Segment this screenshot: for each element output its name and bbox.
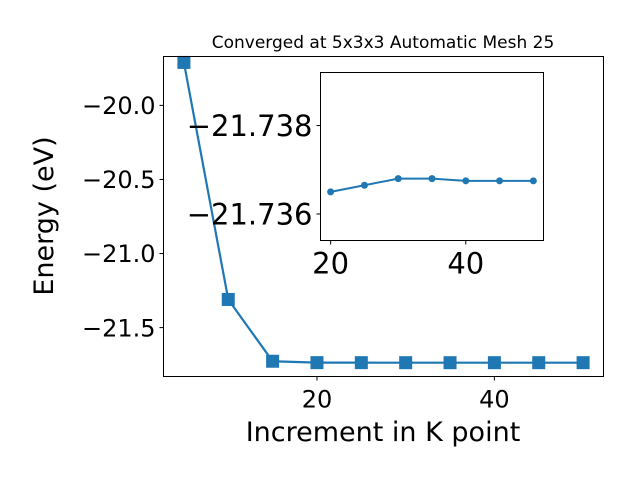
inset-plot: 20 40 −21.738 −21.736: [187, 72, 544, 281]
chart-title: Converged at 5x3x3 Automatic Mesh 25: [212, 33, 555, 53]
main-data-point: [177, 55, 191, 69]
x-axis-label: Increment in K point: [246, 417, 521, 448]
inset-data-point: [360, 181, 368, 189]
main-x-tick-label: 20: [302, 386, 333, 414]
inset-data-point: [462, 177, 470, 185]
main-y-tick-label: −20.5: [82, 166, 156, 194]
inset-ticks: 20 40 −21.738 −21.736: [187, 109, 485, 281]
inset-series: [327, 175, 537, 196]
inset-x-tick-label: 20: [312, 247, 349, 281]
inset-x-tick-label: 40: [447, 247, 484, 281]
main-axes-frame: [163, 56, 604, 377]
inset-data-point: [496, 177, 504, 185]
inset-axes-frame: [320, 72, 544, 241]
main-data-point: [354, 356, 368, 370]
main-series: [177, 55, 590, 370]
inset-y-tick-label: −21.736: [187, 197, 313, 231]
main-y-tick-label: −21.5: [82, 314, 156, 342]
main-data-point: [576, 356, 590, 370]
main-data-point: [443, 356, 457, 370]
main-ticks: 20 40 −20.0 −20.5 −21.0 −21.5: [82, 92, 510, 413]
main-data-point: [310, 356, 324, 370]
main-y-tick-label: −21.0: [82, 240, 156, 268]
main-x-tick-label: 40: [479, 386, 510, 414]
inset-background: [320, 72, 544, 241]
main-data-point: [221, 292, 235, 306]
main-y-tick-label: −20.0: [82, 92, 156, 120]
y-axis-label: Energy (eV): [29, 136, 60, 295]
inset-data-point: [428, 175, 436, 183]
main-data-point: [399, 356, 413, 370]
main-plot: Converged at 5x3x3 Automatic Mesh 25 20 4…: [29, 33, 604, 448]
inset-data-point: [529, 177, 537, 185]
inset-y-tick-label: −21.738: [187, 109, 313, 143]
main-series-line: [182, 62, 584, 364]
inset-data-point: [327, 188, 335, 196]
main-data-point: [266, 354, 280, 368]
inset-data-point: [394, 175, 402, 183]
main-data-point: [487, 356, 501, 370]
main-data-point: [532, 356, 546, 370]
